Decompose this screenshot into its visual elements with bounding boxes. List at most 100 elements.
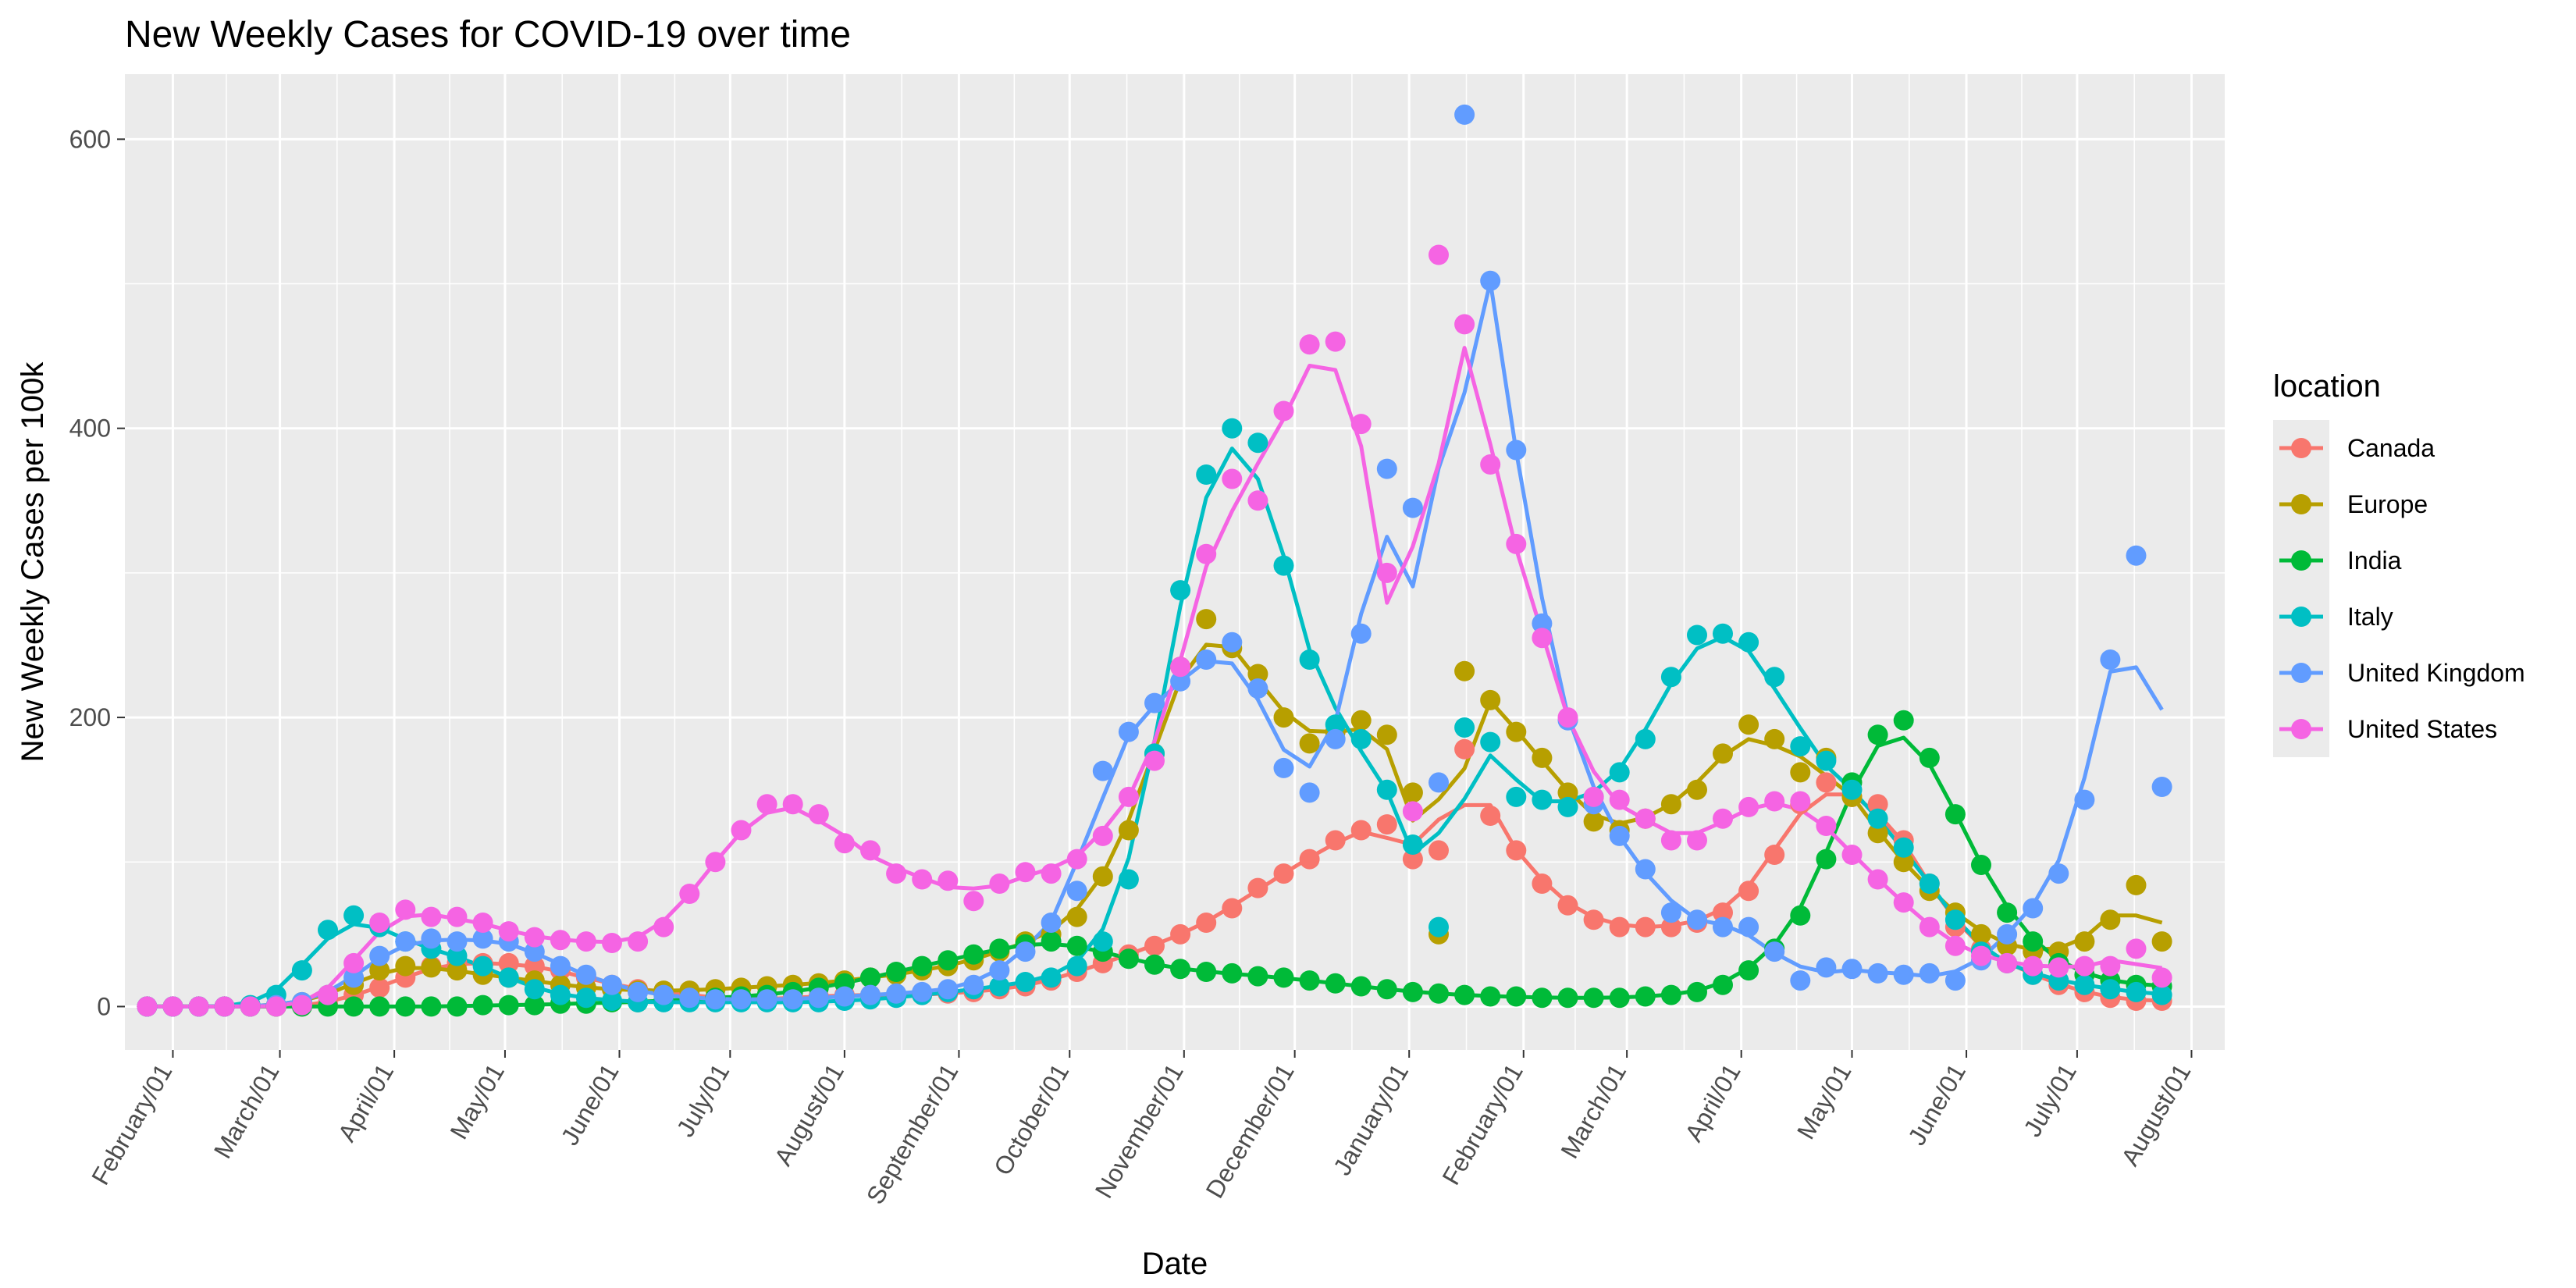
data-point	[1144, 750, 1165, 771]
x-tick-label: February/01	[1436, 1059, 1528, 1189]
y-axis-title: New Weekly Cases per 100k	[16, 361, 50, 763]
data-point	[1764, 845, 1785, 865]
data-point	[1402, 782, 1423, 803]
data-point	[214, 996, 235, 1017]
data-point	[1893, 837, 1914, 858]
legend-key-point	[2291, 494, 2311, 514]
data-point	[1867, 724, 1888, 745]
data-point	[498, 921, 519, 942]
data-point	[1841, 845, 1863, 865]
data-point	[679, 884, 700, 904]
data-point	[447, 960, 468, 981]
data-point	[1299, 782, 1320, 803]
data-point	[1609, 789, 1630, 810]
data-point	[1066, 881, 1087, 902]
data-point	[1222, 632, 1243, 653]
data-point	[1532, 873, 1553, 894]
data-point	[1480, 689, 1501, 710]
data-point	[1247, 678, 1268, 699]
data-point	[1893, 710, 1914, 731]
data-point	[860, 984, 881, 1005]
data-point	[1609, 987, 1630, 1009]
data-point	[1867, 869, 1888, 890]
data-point	[886, 983, 907, 1004]
data-point	[1118, 721, 1139, 742]
x-axis: February/01 March/01 April/01 May/01 June/01…	[86, 1050, 2197, 1209]
data-point	[1350, 710, 1372, 731]
data-point	[938, 870, 959, 891]
data-point	[1557, 987, 1578, 1009]
data-point	[1816, 957, 1837, 978]
data-point	[1092, 931, 1113, 952]
x-tick-label: February/01	[86, 1059, 177, 1190]
data-point	[343, 905, 365, 926]
data-point	[2126, 981, 2147, 1002]
data-point	[1867, 962, 1888, 984]
data-point	[912, 981, 933, 1002]
legend-label: United States	[2347, 715, 2497, 743]
legend: location Canada Europe India Italy United Ki…	[2273, 369, 2525, 757]
data-point	[989, 960, 1010, 981]
data-point	[1841, 779, 1863, 800]
data-point	[602, 991, 622, 1011]
data-point	[447, 945, 468, 966]
data-point	[1222, 468, 1243, 489]
data-point	[1376, 979, 1397, 1000]
data-point	[1738, 632, 1759, 653]
data-point	[1480, 454, 1501, 475]
data-point	[1790, 762, 1811, 783]
data-point	[1118, 948, 1139, 970]
data-point	[1247, 432, 1268, 454]
data-point	[395, 955, 416, 977]
data-point	[1583, 811, 1604, 832]
data-point	[1350, 728, 1372, 749]
data-point	[963, 944, 984, 965]
data-point	[1480, 986, 1501, 1007]
data-point	[1893, 964, 1914, 985]
data-point	[1402, 834, 1423, 855]
legend-label: United Kingdom	[2347, 659, 2525, 687]
data-point	[1609, 825, 1630, 846]
data-point	[1273, 555, 1294, 576]
series-points	[137, 104, 2172, 1017]
data-point	[1170, 656, 1191, 678]
x-tick-label: June/01	[555, 1059, 624, 1151]
data-point	[369, 913, 390, 933]
data-point	[1092, 825, 1113, 846]
data-point	[2100, 979, 2121, 1000]
data-point	[1660, 984, 1681, 1005]
legend-title: location	[2273, 369, 2381, 404]
data-point	[1350, 820, 1372, 841]
data-point	[1919, 873, 1940, 894]
x-tick-label: March/01	[1555, 1059, 1631, 1164]
data-point	[1092, 760, 1113, 781]
data-point	[1092, 866, 1113, 887]
data-point	[2048, 863, 2069, 884]
data-point	[1196, 464, 1217, 485]
legend-key-point	[2291, 607, 2311, 627]
data-point	[1325, 830, 1346, 851]
data-point	[1273, 400, 1294, 422]
data-point	[1713, 808, 1733, 829]
data-point	[1687, 624, 1707, 646]
legend-label: Europe	[2347, 490, 2428, 518]
data-point	[1429, 916, 1449, 938]
data-point	[1557, 895, 1578, 916]
data-point	[318, 920, 338, 941]
data-point	[1660, 902, 1681, 923]
data-point	[1635, 986, 1656, 1007]
x-tick-label: July/01	[2018, 1059, 2082, 1142]
data-point	[1350, 414, 1372, 435]
data-point	[447, 931, 468, 952]
data-point	[1816, 816, 1837, 836]
data-point	[498, 994, 519, 1016]
data-point	[1944, 804, 1966, 825]
data-point	[989, 976, 1010, 997]
data-point	[1660, 794, 1681, 815]
data-point	[1222, 418, 1243, 439]
data-point	[343, 967, 365, 988]
data-point	[1247, 664, 1268, 685]
data-point	[912, 869, 933, 890]
x-tick-label: September/01	[861, 1059, 964, 1209]
data-point	[1402, 849, 1423, 870]
